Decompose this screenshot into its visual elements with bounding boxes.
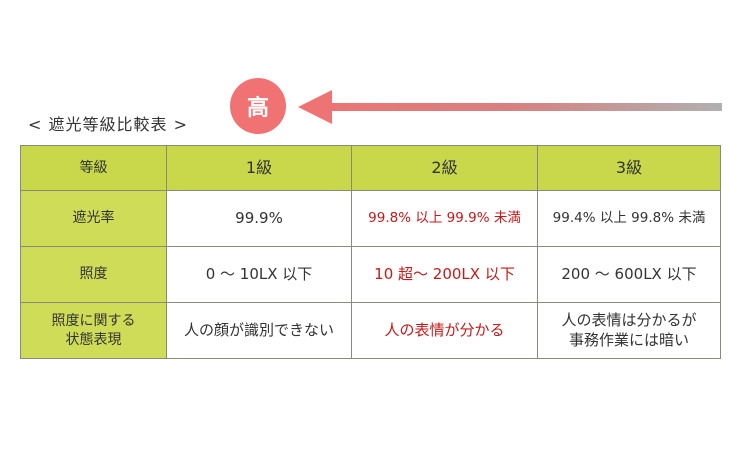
table-cell: 人の表情は分かるが 事務作業には暗い xyxy=(537,302,721,359)
header-cell: 3級 xyxy=(537,145,721,191)
arrow-left-icon xyxy=(298,90,722,124)
table-row: 遮光率 99.9% 99.8% 以上 99.9% 未満 99.4% 以上 99.… xyxy=(20,190,721,247)
row-label: 照度 xyxy=(20,246,167,303)
row-label-line: 状態表現 xyxy=(65,331,122,348)
table-cell: 99.9% xyxy=(166,190,352,247)
cell-line: 事務作業には暗い xyxy=(568,330,689,349)
header-cell: 等級 xyxy=(20,145,167,191)
row-label: 照度に関する 状態表現 xyxy=(20,302,167,359)
table-cell: 99.8% 以上 99.9% 未満 xyxy=(351,190,538,247)
header-cell: 2級 xyxy=(351,145,538,191)
table-cell: 人の表情が分かる xyxy=(351,302,538,359)
row-label: 遮光率 xyxy=(20,190,167,247)
high-badge: 高 xyxy=(230,78,286,134)
row-label-line: 照度に関する xyxy=(51,313,136,330)
cell-line: 人の表情は分かるが xyxy=(561,311,697,329)
table-row: 照度に関する 状態表現 人の顔が識別できない 人の表情が分かる 人の表情は分かるが… xyxy=(20,302,721,359)
table-cell: 10 超～ 200LX 以下 xyxy=(351,246,538,303)
table-title: < 遮光等級比較表 > xyxy=(28,115,188,134)
table-row: 照度 0 ～ 10LX 以下 10 超～ 200LX 以下 200 ～ 600L… xyxy=(20,246,721,303)
table-cell: 0 ～ 10LX 以下 xyxy=(166,246,352,303)
table-cell: 人の顔が識別できない xyxy=(166,302,352,359)
table-cell: 99.4% 以上 99.8% 未満 xyxy=(537,190,721,247)
header-cell: 1級 xyxy=(166,145,352,191)
table-cell: 200 ～ 600LX 以下 xyxy=(537,246,721,303)
table-header-row: 等級 1級 2級 3級 xyxy=(20,145,721,191)
shading-grade-table: 等級 1級 2級 3級 遮光率 99.9% 99.8% 以上 99.9% 未満 … xyxy=(20,145,721,359)
